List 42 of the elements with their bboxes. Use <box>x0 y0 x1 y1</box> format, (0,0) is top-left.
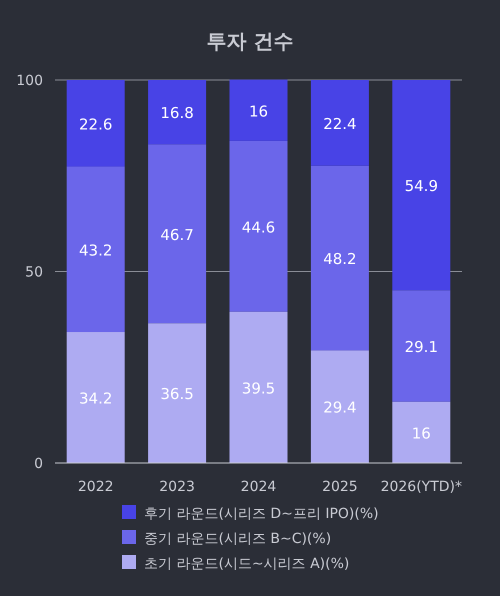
bar <box>392 402 450 463</box>
data-label: 34.2 <box>78 390 112 408</box>
bar <box>66 332 125 463</box>
bar <box>310 166 369 350</box>
data-label: 48.2 <box>323 250 357 268</box>
bar <box>66 80 125 167</box>
data-label: 29.1 <box>404 338 438 356</box>
bar <box>230 80 288 141</box>
data-label: 22.6 <box>78 115 112 134</box>
x-tick-label: 2025 <box>322 479 358 495</box>
x-tick-label: 2022 <box>78 479 114 495</box>
data-label: 43.2 <box>78 241 112 260</box>
x-tick-label: 2023 <box>159 479 195 495</box>
bar <box>66 166 125 332</box>
bar <box>392 290 450 402</box>
bar <box>230 140 288 312</box>
data-label: 36.5 <box>160 385 194 404</box>
data-label: 16 <box>248 102 268 120</box>
x-tick-label: 2024 <box>240 479 276 495</box>
data-label: 54.9 <box>404 177 438 196</box>
bar <box>230 312 288 463</box>
bar <box>392 80 450 290</box>
bar <box>148 323 206 463</box>
data-label: 16 <box>412 424 431 442</box>
x-tick-label: 2026(YTD)* <box>380 479 462 495</box>
y-tick-label: 0 <box>34 456 43 472</box>
data-label: 22.4 <box>323 114 357 133</box>
y-tick-label: 50 <box>25 264 43 280</box>
chart-title: 투자 건수 <box>206 29 294 53</box>
data-label: 16.8 <box>160 104 194 122</box>
data-label: 44.6 <box>242 218 276 236</box>
data-label: 46.7 <box>160 226 194 244</box>
bar <box>310 80 369 166</box>
bar <box>148 144 206 324</box>
bar <box>148 80 206 144</box>
bar <box>310 350 369 463</box>
data-label: 39.5 <box>242 379 276 398</box>
legend-label: 중기 라운드(시리즈 B~C)(%) <box>144 531 332 547</box>
y-tick-label: 100 <box>16 73 43 89</box>
legend-label: 초기 라운드(시드~시리즈 A)(%) <box>144 556 350 572</box>
legend-label: 후기 라운드(시리즈 D~프리 IPO)(%) <box>144 506 379 522</box>
data-label: 29.4 <box>323 398 357 417</box>
